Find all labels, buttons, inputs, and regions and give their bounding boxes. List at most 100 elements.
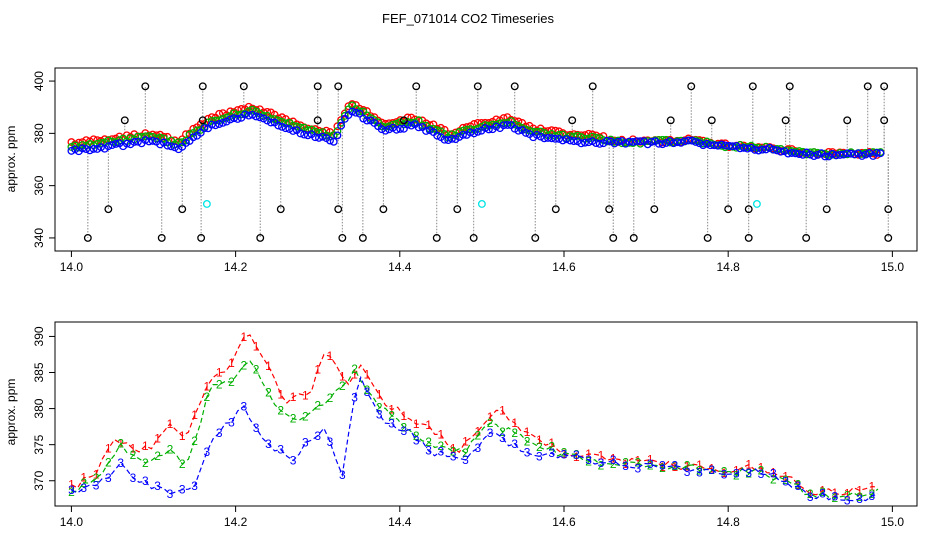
black-spike-point	[510, 82, 519, 91]
green-point	[326, 132, 334, 141]
top-x-tick-label: 14.4	[388, 260, 412, 274]
series-2-marker: 2	[869, 487, 876, 501]
series-2-marker: 2	[327, 391, 334, 405]
blue-point	[444, 136, 453, 145]
bottom-x-tick-label: 14.2	[224, 515, 248, 529]
series-2-marker: 2	[302, 409, 309, 423]
bottom-y-tick-label: 375	[32, 434, 46, 454]
blue-point	[658, 140, 667, 149]
series-1-marker: 1	[265, 359, 272, 373]
series-2-marker: 2	[684, 458, 691, 472]
blue-point	[363, 116, 371, 125]
series-3-marker: 3	[721, 468, 728, 482]
series-2-marker: 2	[413, 429, 420, 443]
series-3-marker: 3	[807, 490, 814, 504]
blue-point	[433, 131, 442, 140]
series-1-marker: 1	[832, 486, 839, 500]
black-spike-point	[379, 205, 388, 214]
black-spike-point	[334, 82, 343, 91]
series-3-marker: 3	[832, 489, 839, 503]
series-3-marker: 3	[548, 446, 555, 460]
series-2-marker: 2	[598, 458, 605, 472]
black-spike-point	[453, 205, 462, 214]
green-point	[869, 148, 878, 157]
series-1-marker: 1	[585, 447, 592, 461]
blue-point	[163, 141, 172, 150]
green-point	[181, 136, 190, 145]
blue-point	[769, 145, 778, 154]
black-spike-point	[432, 233, 441, 242]
series-2-marker: 2	[117, 437, 124, 451]
series-2-marker: 2	[733, 468, 740, 482]
top-y-axis-label: approx. ppm	[4, 126, 18, 193]
series-2-marker: 2	[130, 448, 137, 462]
series-1-marker: 1	[499, 404, 506, 418]
blue-point	[303, 131, 312, 140]
blue-point	[754, 146, 763, 155]
series-3-marker: 3	[573, 448, 580, 462]
series-1-marker: 1	[782, 469, 789, 483]
series-3-marker: 3	[68, 483, 75, 497]
blue-point	[318, 132, 327, 141]
series-1-marker: 1	[351, 368, 358, 382]
series-3-marker: 3	[869, 489, 876, 503]
series-1-line	[71, 334, 879, 496]
series-3-marker: 3	[277, 443, 284, 457]
series-3-marker: 3	[117, 456, 124, 470]
top-panel: 14.0 14.2 14.4 14.6 14.8 15.0 340 360 380 400 ap…	[4, 67, 918, 274]
series-1-marker: 1	[671, 460, 678, 474]
series-1-marker: 1	[438, 427, 445, 441]
blue-point	[713, 141, 722, 150]
blue-point	[592, 139, 600, 147]
series-2-marker: 2	[167, 442, 174, 456]
blue-point	[447, 134, 456, 143]
series-2-marker: 2	[659, 461, 666, 475]
blue-point	[728, 142, 737, 151]
top-y-tick-label: 360	[32, 175, 46, 195]
blue-point	[795, 150, 804, 158]
blue-point	[662, 138, 671, 147]
blue-point	[484, 125, 493, 134]
blue-point	[248, 110, 257, 119]
series-3-marker: 3	[610, 453, 617, 467]
blue-point	[691, 137, 700, 146]
series-1-marker: 1	[598, 449, 605, 463]
chart-title: FEF_071014 CO2 Timeseries	[382, 11, 554, 26]
series-3-marker: 3	[450, 449, 457, 463]
blue-point	[226, 115, 235, 124]
series-3-marker: 3	[93, 479, 100, 493]
blue-point	[78, 144, 87, 153]
series-3-marker: 3	[351, 391, 358, 405]
blue-point	[739, 143, 748, 152]
black-spike-point	[104, 205, 113, 214]
blue-point	[558, 136, 567, 145]
series-3-marker: 3	[265, 437, 272, 451]
blue-point	[821, 152, 830, 161]
blue-point	[850, 150, 859, 159]
series-1-marker: 1	[130, 442, 137, 456]
blue-point	[555, 134, 564, 143]
series-3-marker: 3	[364, 385, 371, 399]
series-1-marker: 1	[819, 483, 826, 497]
series-3-marker: 3	[240, 399, 247, 413]
series-2-marker: 2	[585, 454, 592, 468]
blue-point	[577, 139, 586, 148]
green-point	[97, 139, 105, 147]
series-2-marker: 2	[216, 378, 223, 392]
series-3-marker: 3	[499, 431, 506, 445]
blue-point	[189, 133, 198, 142]
blue-point	[858, 151, 866, 160]
series-3-marker: 3	[474, 441, 481, 455]
series-1-marker: 1	[364, 368, 371, 382]
series-2-marker: 2	[696, 464, 703, 478]
black-spike-point	[178, 205, 187, 214]
top-plot-area	[67, 82, 893, 242]
bottom-x-tick-label: 14.8	[717, 515, 741, 529]
series-3-marker: 3	[142, 474, 149, 488]
series-1-marker: 1	[191, 408, 198, 422]
series-2-marker: 2	[105, 456, 112, 470]
series-1-marker: 1	[253, 339, 260, 353]
blue-point	[108, 141, 117, 150]
series-3-marker: 3	[105, 471, 112, 485]
